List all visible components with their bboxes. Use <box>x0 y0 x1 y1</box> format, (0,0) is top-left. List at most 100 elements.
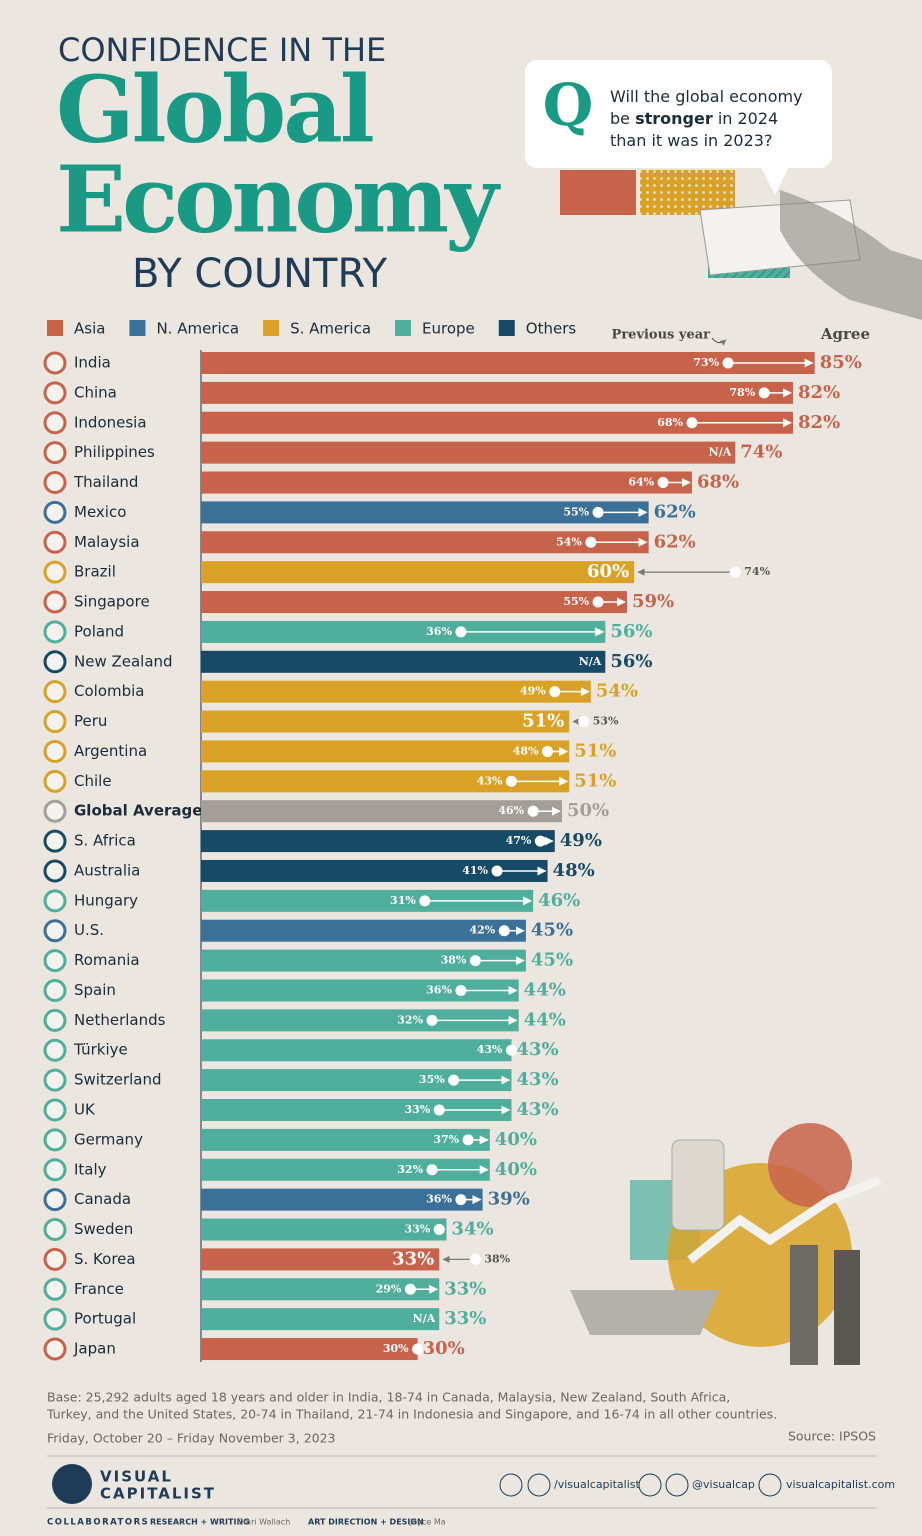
social-handle[interactable]: /visualcapitalist <box>554 1478 640 1491</box>
previous-dot <box>722 357 734 369</box>
flag <box>43 829 67 853</box>
value-label: 30% <box>423 1338 465 1359</box>
question-part: in 2024 <box>713 109 778 128</box>
previous-label: 33% <box>404 1103 430 1116</box>
category-label: Indonesia <box>74 413 147 431</box>
category-label: Canada <box>74 1190 131 1208</box>
flag <box>43 889 67 913</box>
flag <box>43 1068 67 1092</box>
previous-dot <box>433 1224 445 1236</box>
value-label: 74% <box>740 442 782 463</box>
collaborators: COLLABORATORS <box>47 1518 149 1528</box>
bar <box>201 1278 440 1301</box>
category-label: Brazil <box>74 563 116 581</box>
previous-dot <box>498 925 510 937</box>
flag <box>43 560 67 584</box>
source: Source: IPSOS <box>788 1429 876 1444</box>
question-part: be <box>610 109 635 128</box>
flag <box>43 1008 67 1032</box>
value-label: 40% <box>495 1159 537 1180</box>
question-part: than it was in 2023? <box>610 131 772 150</box>
bar <box>201 770 570 793</box>
previous-label: 64% <box>628 476 654 489</box>
bar <box>201 531 649 554</box>
credit-role: RESEARCH + WRITING <box>150 1518 250 1527</box>
bar <box>201 919 526 942</box>
bar <box>201 381 794 404</box>
category-label: Global Average <box>74 802 202 820</box>
previous-dot <box>657 477 669 489</box>
value-label: 51% <box>574 740 616 761</box>
category-label: Chile <box>74 772 112 790</box>
legend-swatch <box>498 320 515 336</box>
flag <box>43 530 67 554</box>
legend-label: Europe <box>422 320 475 338</box>
previous-label: 68% <box>657 416 683 429</box>
previous-label: 73% <box>693 356 719 369</box>
flag <box>43 1218 67 1242</box>
previous-label: 32% <box>397 1013 423 1026</box>
previous-label: 49% <box>520 685 546 698</box>
category-label: Türkiye <box>73 1041 128 1059</box>
previous-label: 33% <box>404 1223 430 1236</box>
previous-label: 29% <box>376 1282 402 1295</box>
website[interactable]: visualcapitalist.com <box>786 1478 895 1491</box>
flag <box>43 978 67 1002</box>
category-label: Germany <box>74 1130 143 1148</box>
previous-label: 43% <box>477 1043 503 1056</box>
agree-header: Agree <box>820 325 870 343</box>
value-label: 33% <box>444 1278 486 1299</box>
decoration <box>560 170 922 1365</box>
previous-label: 38% <box>484 1252 510 1265</box>
category-label: Malaysia <box>74 533 140 551</box>
social-handle[interactable]: @visualcap <box>692 1478 755 1491</box>
bar <box>201 591 627 614</box>
social-icon <box>527 1473 551 1497</box>
value-label: 43% <box>516 1069 558 1090</box>
previous-dot <box>426 1164 438 1176</box>
legend-label: S. America <box>290 320 371 338</box>
bar <box>201 979 519 1002</box>
previous-dot <box>549 686 561 698</box>
bar <box>201 650 606 673</box>
value-label: 56% <box>610 651 652 672</box>
flag <box>43 710 67 734</box>
category-label: S. Africa <box>74 832 136 850</box>
category-label: Italy <box>74 1160 107 1178</box>
flag <box>43 1337 67 1361</box>
flag <box>43 769 67 793</box>
previous-dot <box>469 1253 481 1265</box>
legend-swatch <box>47 320 63 336</box>
previous-label: 48% <box>513 744 539 757</box>
flag <box>43 590 67 614</box>
flag <box>43 1247 67 1271</box>
flag <box>43 799 67 823</box>
previous-dot <box>455 984 467 996</box>
bar <box>201 800 562 823</box>
value-label: 54% <box>596 681 638 702</box>
bar <box>201 949 526 972</box>
flag <box>43 1098 67 1122</box>
value-label: 43% <box>516 1039 558 1060</box>
bar <box>201 352 815 374</box>
value-label: 43% <box>516 1099 558 1120</box>
previous-label: 54% <box>556 535 582 548</box>
previous-dot <box>455 626 467 638</box>
flag <box>43 1128 67 1152</box>
bar <box>201 411 794 434</box>
flag <box>43 919 67 943</box>
previous-label: N/A <box>413 1312 436 1325</box>
question-bubble: Q Will the global economy be stronger in … <box>525 60 832 195</box>
category-label: Switzerland <box>74 1071 162 1089</box>
previous-label: 36% <box>426 1193 452 1206</box>
bar <box>201 441 736 464</box>
category-label: China <box>74 383 117 401</box>
value-label: 82% <box>798 382 840 403</box>
value-label: 45% <box>531 920 573 941</box>
question-text: Will the global economy be stronger in 20… <box>610 87 803 150</box>
category-label: UK <box>74 1101 96 1119</box>
bar <box>201 1188 483 1211</box>
previous-dot <box>585 536 597 548</box>
date: Friday, October 20 – Friday November 3, … <box>47 1431 336 1446</box>
category-label: Portugal <box>74 1310 136 1328</box>
